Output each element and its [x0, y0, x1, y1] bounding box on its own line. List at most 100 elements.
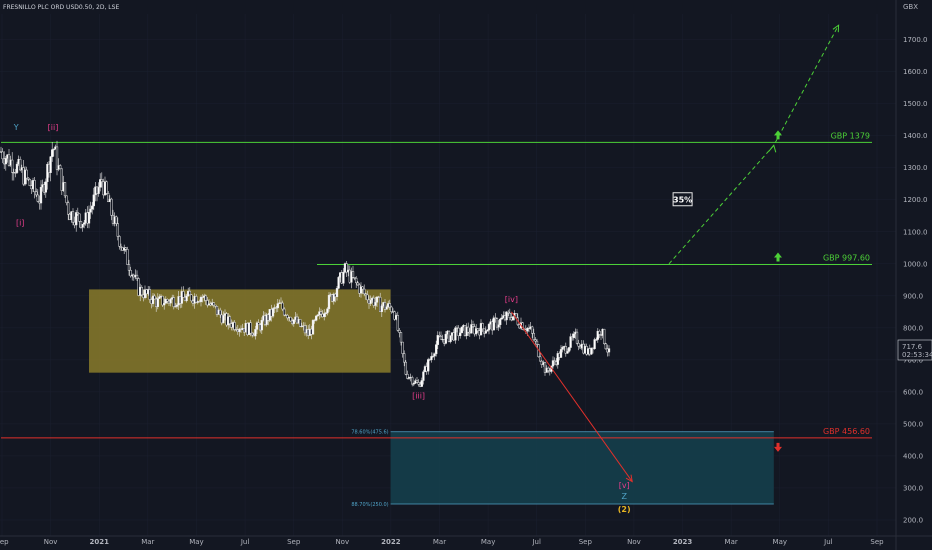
candle-body — [436, 335, 439, 345]
candle-body — [81, 224, 84, 228]
price-tick-label: 1600.0 — [903, 68, 928, 76]
candle-body — [127, 264, 131, 271]
time-tick-label: Nov — [335, 538, 349, 546]
price-tick-label: 1000.0 — [903, 260, 928, 268]
candle-body — [595, 339, 598, 341]
time-axis[interactable]: Sep Nov 2021 Mar May Jul Sep Nov 2022 Mar May Jul Se… — [0, 538, 884, 546]
candle-body — [359, 286, 363, 294]
candle-body — [33, 180, 36, 193]
candle-body — [107, 193, 110, 203]
wave-label: [ii] — [48, 123, 59, 132]
candle-body — [148, 289, 151, 300]
candle-body — [342, 271, 345, 284]
candle-body — [577, 342, 580, 347]
time-tick-label: Nov — [44, 538, 58, 546]
candle-body — [28, 179, 31, 186]
candle-body — [390, 306, 393, 312]
time-tick-label: Sep — [287, 538, 301, 546]
candle-body — [119, 246, 123, 248]
up-arrow-icon — [774, 130, 782, 140]
time-tick-label: Sep — [0, 538, 9, 546]
candle-body — [471, 324, 475, 327]
price-tick-label: 1200.0 — [903, 196, 928, 204]
time-tick-label: Jul — [240, 538, 250, 546]
candle-body — [166, 298, 169, 302]
wave-label: [v] — [619, 481, 630, 490]
candle-body — [316, 314, 319, 317]
candle-body — [566, 351, 569, 354]
candle-body — [430, 356, 433, 361]
currency-label: GBX — [903, 3, 918, 11]
candle-body — [399, 332, 403, 343]
candle-body — [492, 317, 495, 331]
candle-body — [89, 208, 92, 213]
candle-body — [126, 249, 129, 265]
candle-body — [380, 305, 383, 312]
last-price-badge: 717.6 02:53:34 — [897, 339, 932, 361]
price-tick-label: 400.0 — [903, 452, 923, 460]
candle-body — [44, 181, 47, 193]
candle-body — [313, 320, 316, 322]
candle-body — [100, 179, 103, 182]
candle-body — [500, 317, 503, 320]
time-tick-label: Mar — [725, 538, 738, 546]
candle-body — [60, 168, 63, 191]
level-lines: GBP 1379 GBP 997.60 GBP 456.60 — [1, 130, 872, 452]
candle-body — [235, 329, 238, 331]
candle-body — [151, 295, 155, 304]
projections — [510, 24, 840, 483]
candle-body — [27, 177, 30, 180]
candle-body — [484, 330, 487, 334]
price-tick-label: 1300.0 — [903, 164, 928, 172]
time-tick-label: 2023 — [673, 538, 693, 546]
candle-body — [487, 324, 491, 331]
candle-body — [97, 187, 100, 194]
candle-body — [403, 353, 406, 363]
candle-body — [593, 339, 596, 350]
candle-body — [526, 327, 529, 332]
candle-body — [335, 288, 339, 297]
price-tick-label: 800.0 — [903, 324, 923, 332]
candle-body — [163, 303, 166, 306]
wave-label: Y — [13, 123, 19, 132]
candle-body — [75, 212, 78, 226]
candle-body — [457, 327, 460, 336]
candle-body — [532, 333, 535, 341]
candle-body — [495, 318, 499, 328]
candle-body — [398, 330, 401, 333]
price-tick-label: 1500.0 — [903, 100, 928, 108]
green-projection-arrowhead — [832, 24, 840, 33]
time-tick-label: 2022 — [381, 538, 401, 546]
candle-body — [286, 315, 289, 319]
red-projection-arrowhead — [625, 474, 633, 483]
candle-body — [551, 360, 555, 367]
candle-body — [383, 302, 387, 310]
candle-body — [345, 263, 348, 273]
candle-body — [255, 322, 259, 330]
candle-body — [153, 295, 156, 300]
candle-body — [25, 169, 28, 179]
candle-body — [603, 328, 606, 344]
candle-body — [479, 323, 483, 336]
candle-body — [49, 156, 52, 173]
candle-body — [575, 331, 579, 344]
candle-body — [201, 296, 204, 299]
price-tick-label: 1400.0 — [903, 132, 928, 140]
candle-body — [254, 329, 257, 337]
candle-body — [51, 149, 54, 158]
candle-body — [172, 297, 175, 307]
candle-body — [228, 316, 231, 324]
candle-body — [604, 343, 607, 350]
fib-label: 78.60%(475.6) — [351, 430, 388, 436]
candle-body — [67, 202, 70, 215]
price-axis-panel[interactable] — [896, 0, 932, 550]
candle-body — [505, 311, 508, 321]
candle-body — [401, 341, 404, 354]
annotation-box — [672, 192, 693, 207]
candle-body — [534, 339, 537, 342]
candle-body — [372, 297, 375, 306]
candle-body — [366, 294, 369, 301]
candle-body — [63, 182, 67, 197]
candle-body — [324, 312, 327, 314]
